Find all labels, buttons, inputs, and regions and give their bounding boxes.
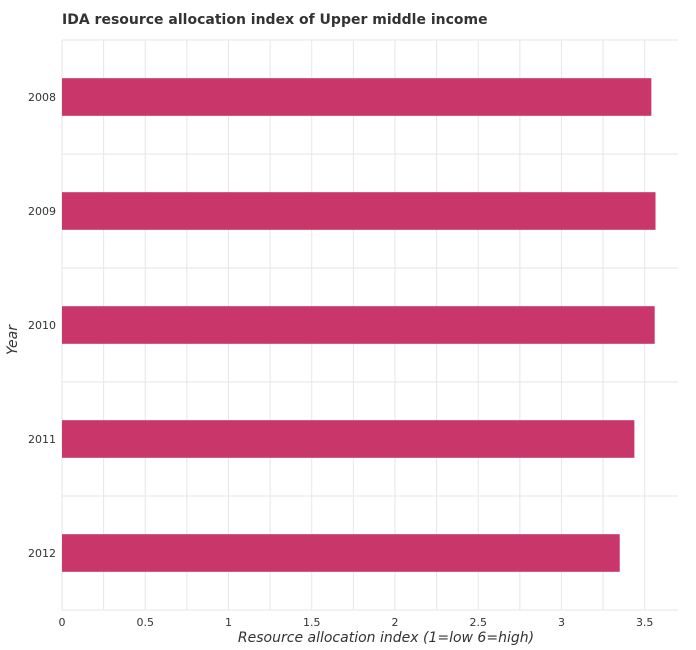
- x-tick-0: 0: [59, 616, 66, 629]
- y-tick-2010: 2010: [28, 319, 56, 332]
- x-axis-label: Resource allocation index (1=low 6=high): [238, 630, 534, 646]
- y-tick-2008: 2008: [28, 91, 56, 104]
- bars: [62, 78, 656, 572]
- x-tick-3.5: 3.5: [636, 616, 654, 629]
- bar-2011: [62, 420, 635, 458]
- y-tick-2012: 2012: [28, 547, 56, 560]
- x-tick-1.5: 1.5: [303, 616, 321, 629]
- y-axis-label: Year: [5, 324, 21, 355]
- bar-2012: [62, 534, 620, 572]
- x-tick-2: 2: [391, 616, 398, 629]
- x-tick-3: 3: [558, 616, 565, 629]
- bar-2010: [62, 306, 655, 344]
- y-tick-2009: 2009: [28, 205, 56, 218]
- chart-title: IDA resource allocation index of Upper m…: [62, 12, 488, 28]
- x-tick-1: 1: [225, 616, 232, 629]
- y-tick-labels: 2008 2009 2010 2011 2012: [28, 91, 56, 560]
- x-tick-2.5: 2.5: [469, 616, 487, 629]
- x-tick-labels: 0 0.5 1 1.5 2 2.5 3 3.5: [59, 616, 654, 629]
- x-tick-0.5: 0.5: [136, 616, 154, 629]
- bar-2009: [62, 192, 656, 230]
- y-tick-2011: 2011: [28, 433, 56, 446]
- bar-2008: [62, 78, 652, 116]
